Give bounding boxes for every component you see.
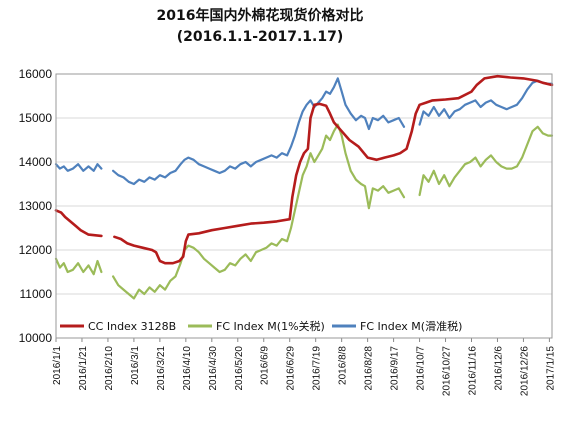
x-tick-label: 2016/8/8	[338, 346, 349, 385]
x-tick-label: 2016/2/10	[104, 346, 115, 391]
chart-subtitle: (2016.1.1-2017.1.17)	[177, 29, 344, 45]
legend: CC Index 3128B FC Index M(1%关税) FC Index M…	[60, 319, 462, 333]
series-line-2	[54, 77, 554, 186]
x-tick-label: 2016/7/19	[312, 346, 323, 391]
grid-layer	[56, 73, 552, 339]
series-layer	[54, 74, 554, 300]
x-tick-label: 2016/1/1	[52, 346, 63, 385]
x-tick-label: 2016/10/27	[442, 346, 453, 396]
series-line-1	[54, 123, 554, 300]
x-tick-label: 2016/10/7	[416, 346, 427, 391]
y-tick-label: 13000	[19, 199, 53, 213]
x-tick-label: 2016/6/29	[286, 346, 297, 391]
legend-label: FC Index M(1%关税)	[216, 319, 325, 333]
x-tick-label: 2016/4/10	[182, 346, 193, 391]
legend-label: CC Index 3128B	[88, 320, 176, 333]
x-tick-label: 2016/12/6	[493, 346, 504, 391]
x-tick-label: 2017/1/15	[545, 346, 556, 391]
y-tick-label: 14000	[19, 155, 53, 169]
x-tick-label: 2016/3/1	[130, 346, 141, 385]
x-axis-ticks: 2016/1/1 2016/1/21 2016/2/10 2016/3/1 2016/3…	[52, 338, 556, 396]
y-tick-label: 11000	[20, 287, 53, 301]
y-tick-label: 10000	[19, 331, 53, 345]
x-tick-label: 2016/12/26	[519, 346, 530, 396]
x-tick-label: 2016/6/9	[260, 346, 271, 385]
plot-border	[55, 73, 553, 339]
chart-title: 2016年国内外棉花现货价格对比	[157, 7, 364, 24]
y-tick-label: 12000	[19, 243, 53, 257]
series-line-0	[54, 74, 554, 265]
x-tick-label: 2016/5/20	[234, 346, 245, 391]
y-axis-ticks: 10000 11000 12000 13000 14000 15000 16000	[19, 67, 53, 345]
y-tick-label: 15000	[19, 111, 53, 125]
x-tick-label: 2016/9/17	[390, 346, 401, 391]
y-tick-label: 16000	[19, 67, 53, 81]
x-tick-label: 2016/1/21	[78, 346, 89, 391]
x-tick-label: 2016/11/16	[467, 346, 478, 396]
x-tick-label: 2016/8/28	[364, 346, 375, 391]
x-tick-label: 2016/3/21	[156, 346, 167, 391]
x-tick-label: 2016/4/30	[208, 346, 219, 391]
legend-label: FC Index M(滑准税)	[360, 319, 462, 333]
